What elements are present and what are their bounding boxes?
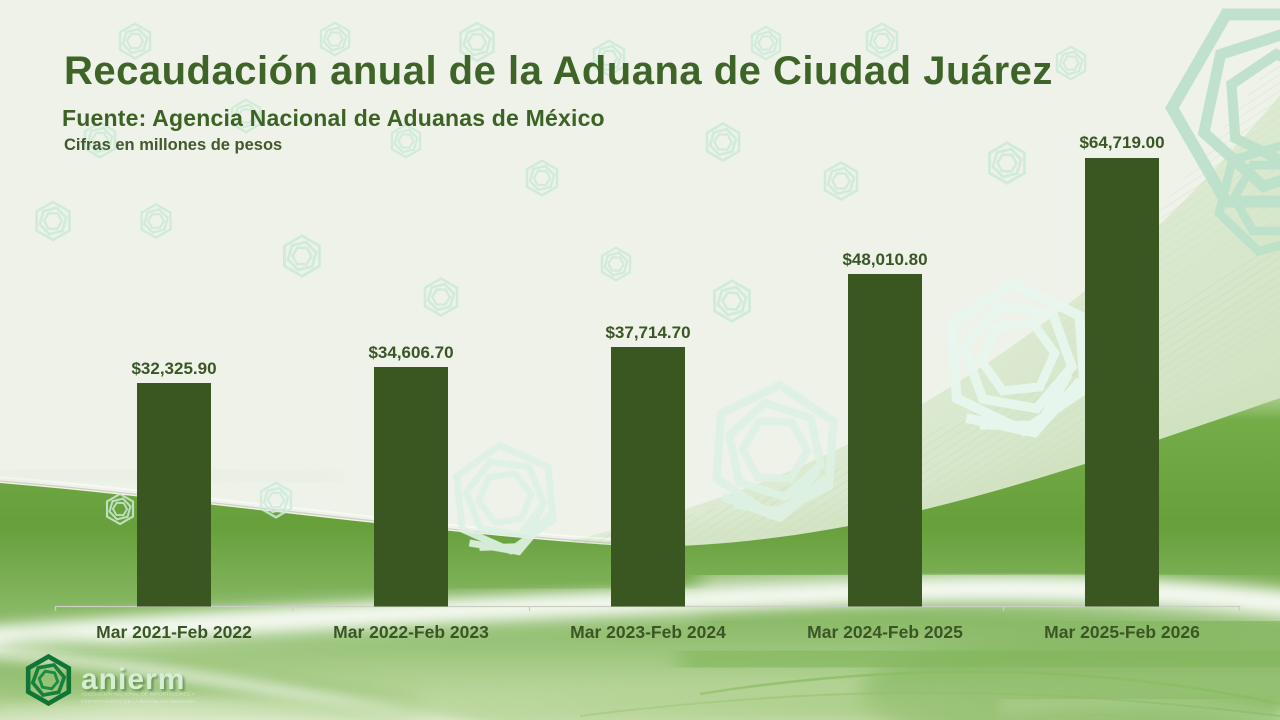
- svg-text:anierm: anierm: [81, 663, 185, 696]
- svg-text:EXPORTADORES DE LA REPÚBLICA M: EXPORTADORES DE LA REPÚBLICA MEXICANA: [81, 698, 197, 705]
- svg-text:ASOCIACIÓN NACIONAL DE IMPORTA: ASOCIACIÓN NACIONAL DE IMPORTADORES Y: [81, 691, 195, 698]
